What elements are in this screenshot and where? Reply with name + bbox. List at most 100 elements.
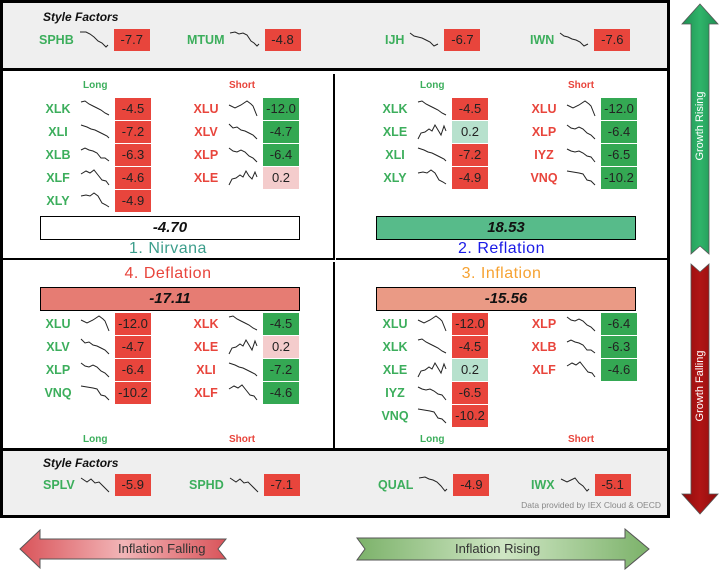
value-cell: -10.2 bbox=[601, 167, 637, 189]
ticker: XLF bbox=[532, 363, 556, 377]
long-row[interactable]: XLK -4.5 bbox=[378, 98, 488, 120]
quadrant-nirvana: Long Short XLK -4.5 XLI -7.2 XLB -6.3 XL… bbox=[3, 74, 335, 260]
sparkline-icon bbox=[417, 386, 447, 401]
long-row[interactable]: XLK -4.5 bbox=[378, 336, 488, 358]
ticker: XLP bbox=[45, 363, 71, 377]
long-label: Long bbox=[83, 434, 108, 445]
ticker: XLV bbox=[194, 125, 218, 139]
sparkline-icon bbox=[566, 361, 596, 378]
sparkline-icon bbox=[80, 147, 110, 162]
style-factors-title: Style Factors bbox=[43, 456, 119, 470]
short-row[interactable]: XLF -4.6 bbox=[527, 359, 637, 381]
short-row[interactable]: XLB -6.3 bbox=[527, 336, 637, 358]
sparkline-icon bbox=[228, 338, 258, 355]
style-item-qual[interactable]: QUAL -4.9 bbox=[378, 474, 490, 496]
style-item-iwx[interactable]: IWX -5.1 bbox=[531, 474, 631, 496]
sparkline-icon bbox=[80, 362, 110, 378]
short-row[interactable]: XLK -4.5 bbox=[189, 313, 299, 335]
value-cell: -10.2 bbox=[452, 405, 488, 427]
long-row[interactable]: XLI -7.2 bbox=[41, 121, 151, 143]
long-row[interactable]: XLU -12.0 bbox=[41, 313, 151, 335]
inflation-falling-label: Inflation Falling bbox=[118, 541, 206, 556]
growth-falling-arrow-icon bbox=[681, 263, 719, 515]
value-cell: -4.5 bbox=[452, 336, 488, 358]
long-row[interactable]: VNQ -10.2 bbox=[41, 382, 151, 404]
short-row[interactable]: XLP -6.4 bbox=[189, 144, 299, 166]
long-row[interactable]: XLB -6.3 bbox=[41, 144, 151, 166]
sparkline-icon bbox=[417, 408, 447, 424]
long-label: Long bbox=[420, 80, 445, 91]
style-item-sphd[interactable]: SPHD -7.1 bbox=[189, 474, 300, 496]
long-row[interactable]: XLV -4.7 bbox=[41, 336, 151, 358]
ticker: XLK bbox=[45, 102, 71, 116]
sparkline-icon bbox=[80, 100, 110, 116]
short-row[interactable]: XLE 0.2 bbox=[189, 167, 299, 189]
ticker: XLK bbox=[382, 102, 408, 116]
value-cell: 0.2 bbox=[263, 336, 299, 358]
short-row[interactable]: XLP -6.4 bbox=[527, 313, 637, 335]
long-row[interactable]: VNQ -10.2 bbox=[378, 405, 488, 427]
short-row[interactable]: XLE 0.2 bbox=[189, 336, 299, 358]
value-cell: -12.0 bbox=[263, 98, 299, 120]
long-row[interactable]: XLF -4.6 bbox=[41, 167, 151, 189]
score-value: -17.11 bbox=[149, 290, 191, 307]
inflation-rising-arrow-icon bbox=[356, 528, 650, 570]
regime-score: -4.70 bbox=[40, 216, 300, 240]
inflation-falling-arrow-icon bbox=[19, 528, 228, 570]
ticker: IWN bbox=[530, 33, 555, 47]
sparkline-icon bbox=[417, 361, 447, 378]
value-cell: -4.7 bbox=[115, 336, 151, 358]
short-row[interactable]: XLU -12.0 bbox=[527, 98, 637, 120]
sparkline-icon bbox=[228, 362, 258, 377]
value-cell: -7.2 bbox=[452, 144, 488, 166]
long-row[interactable]: XLE 0.2 bbox=[378, 121, 488, 143]
short-row[interactable]: IYZ -6.5 bbox=[527, 144, 637, 166]
short-row[interactable]: XLI -7.2 bbox=[189, 359, 299, 381]
ticker: XLU bbox=[45, 317, 71, 331]
sparkline-icon bbox=[79, 31, 109, 48]
data-source-note: Data provided by IEX Cloud & OECD bbox=[521, 500, 661, 510]
ticker: VNQ bbox=[381, 409, 409, 423]
sparkline-icon bbox=[410, 32, 439, 47]
ticker: IJH bbox=[385, 33, 405, 47]
value-cell: -4.9 bbox=[115, 190, 151, 212]
value-cell: -12.0 bbox=[115, 313, 151, 335]
ticker: XLF bbox=[46, 171, 70, 185]
quadrant-deflation: 4. Deflation -17.11 XLU -12.0 XLV -4.7 X… bbox=[3, 262, 335, 448]
sparkline-icon bbox=[80, 385, 110, 401]
ticker: IWX bbox=[531, 478, 555, 492]
sparkline-icon bbox=[560, 477, 589, 492]
style-item-mtum[interactable]: MTUM -4.8 bbox=[187, 29, 301, 51]
ticker: XLB bbox=[45, 148, 71, 162]
ticker: VNQ bbox=[44, 386, 72, 400]
short-row[interactable]: XLU -12.0 bbox=[189, 98, 299, 120]
sparkline-icon bbox=[228, 100, 258, 117]
value-cell: -12.0 bbox=[452, 313, 488, 335]
ticker: IYZ bbox=[534, 148, 554, 162]
ticker: XLE bbox=[193, 171, 219, 185]
short-row[interactable]: VNQ -10.2 bbox=[527, 167, 637, 189]
short-row[interactable]: XLP -6.4 bbox=[527, 121, 637, 143]
long-row[interactable]: XLP -6.4 bbox=[41, 359, 151, 381]
long-row[interactable]: XLK -4.5 bbox=[41, 98, 151, 120]
ticker: XLU bbox=[382, 317, 408, 331]
long-row[interactable]: XLE 0.2 bbox=[378, 359, 488, 381]
short-row[interactable]: XLF -4.6 bbox=[189, 382, 299, 404]
ticker: XLV bbox=[46, 340, 70, 354]
long-row[interactable]: XLY -4.9 bbox=[378, 167, 488, 189]
long-row[interactable]: XLY -4.9 bbox=[41, 190, 151, 212]
long-label: Long bbox=[420, 434, 445, 445]
quadrant-reflation: Long Short XLK -4.5 XLE 0.2 XLI -7.2 XLY… bbox=[336, 74, 667, 260]
long-row[interactable]: XLI -7.2 bbox=[378, 144, 488, 166]
style-item-sphb[interactable]: SPHB -7.7 bbox=[39, 29, 150, 51]
style-item-splv[interactable]: SPLV -5.9 bbox=[43, 474, 151, 496]
long-row[interactable]: IYZ -6.5 bbox=[378, 382, 488, 404]
long-row[interactable]: XLU -12.0 bbox=[378, 313, 488, 335]
short-label: Short bbox=[229, 434, 256, 445]
style-item-iwn[interactable]: IWN -7.6 bbox=[530, 29, 631, 51]
ticker: XLU bbox=[193, 102, 219, 116]
short-row[interactable]: XLV -4.7 bbox=[189, 121, 299, 143]
regime-score: 18.53 bbox=[376, 216, 636, 240]
sparkline-icon bbox=[229, 31, 259, 47]
style-item-ijh[interactable]: IJH -6.7 bbox=[385, 29, 481, 51]
